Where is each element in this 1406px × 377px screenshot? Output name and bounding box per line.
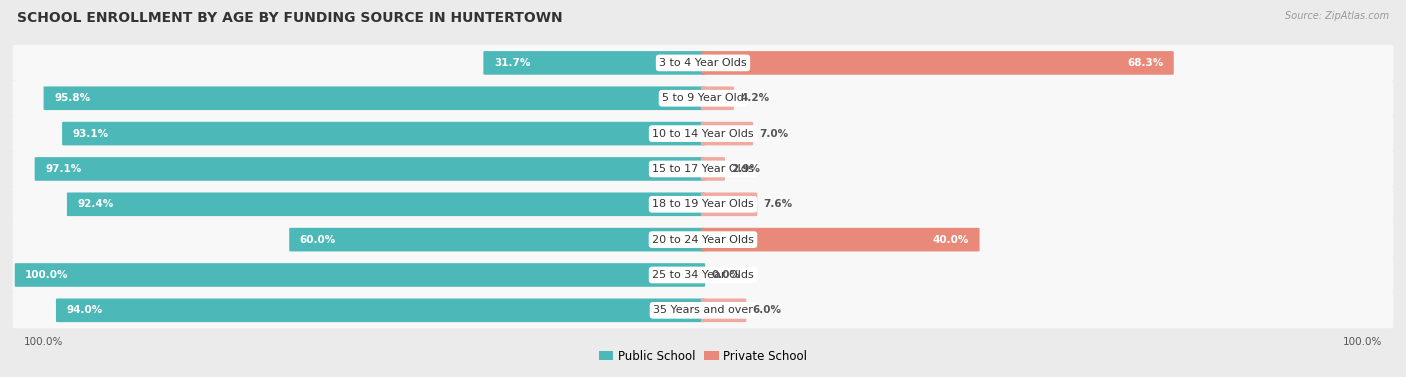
FancyBboxPatch shape bbox=[484, 51, 706, 75]
Text: 4.2%: 4.2% bbox=[740, 93, 769, 103]
FancyBboxPatch shape bbox=[13, 222, 1393, 258]
FancyBboxPatch shape bbox=[13, 115, 1393, 152]
Text: 25 to 34 Year Olds: 25 to 34 Year Olds bbox=[652, 270, 754, 280]
Text: 6.0%: 6.0% bbox=[752, 305, 782, 315]
Text: 97.1%: 97.1% bbox=[45, 164, 82, 174]
Text: 92.4%: 92.4% bbox=[77, 199, 114, 209]
FancyBboxPatch shape bbox=[700, 122, 754, 146]
Text: 7.6%: 7.6% bbox=[763, 199, 793, 209]
FancyBboxPatch shape bbox=[700, 228, 980, 251]
Legend: Public School, Private School: Public School, Private School bbox=[593, 345, 813, 367]
Text: 100.0%: 100.0% bbox=[25, 270, 69, 280]
FancyBboxPatch shape bbox=[13, 292, 1393, 328]
FancyBboxPatch shape bbox=[44, 86, 706, 110]
FancyBboxPatch shape bbox=[700, 157, 725, 181]
Text: 60.0%: 60.0% bbox=[299, 234, 336, 245]
Text: 93.1%: 93.1% bbox=[73, 129, 108, 139]
Text: 5 to 9 Year Old: 5 to 9 Year Old bbox=[662, 93, 744, 103]
FancyBboxPatch shape bbox=[15, 263, 706, 287]
Text: 100.0%: 100.0% bbox=[24, 337, 63, 348]
FancyBboxPatch shape bbox=[700, 51, 1174, 75]
FancyBboxPatch shape bbox=[700, 193, 758, 216]
FancyBboxPatch shape bbox=[290, 228, 706, 251]
Text: 3 to 4 Year Olds: 3 to 4 Year Olds bbox=[659, 58, 747, 68]
Text: SCHOOL ENROLLMENT BY AGE BY FUNDING SOURCE IN HUNTERTOWN: SCHOOL ENROLLMENT BY AGE BY FUNDING SOUR… bbox=[17, 11, 562, 25]
Text: 35 Years and over: 35 Years and over bbox=[652, 305, 754, 315]
Text: 2.9%: 2.9% bbox=[731, 164, 761, 174]
FancyBboxPatch shape bbox=[62, 122, 706, 146]
FancyBboxPatch shape bbox=[67, 193, 706, 216]
Text: 68.3%: 68.3% bbox=[1128, 58, 1163, 68]
FancyBboxPatch shape bbox=[700, 299, 747, 322]
Text: 100.0%: 100.0% bbox=[1343, 337, 1382, 348]
Text: 20 to 24 Year Olds: 20 to 24 Year Olds bbox=[652, 234, 754, 245]
FancyBboxPatch shape bbox=[13, 45, 1393, 81]
FancyBboxPatch shape bbox=[13, 80, 1393, 116]
FancyBboxPatch shape bbox=[13, 151, 1393, 187]
Text: 15 to 17 Year Olds: 15 to 17 Year Olds bbox=[652, 164, 754, 174]
Text: 95.8%: 95.8% bbox=[53, 93, 90, 103]
FancyBboxPatch shape bbox=[700, 86, 734, 110]
Text: 10 to 14 Year Olds: 10 to 14 Year Olds bbox=[652, 129, 754, 139]
Text: 94.0%: 94.0% bbox=[66, 305, 103, 315]
Text: Source: ZipAtlas.com: Source: ZipAtlas.com bbox=[1285, 11, 1389, 21]
FancyBboxPatch shape bbox=[35, 157, 706, 181]
Text: 40.0%: 40.0% bbox=[932, 234, 969, 245]
Text: 0.0%: 0.0% bbox=[711, 270, 741, 280]
Text: 7.0%: 7.0% bbox=[759, 129, 789, 139]
Text: 18 to 19 Year Olds: 18 to 19 Year Olds bbox=[652, 199, 754, 209]
Text: 31.7%: 31.7% bbox=[494, 58, 530, 68]
FancyBboxPatch shape bbox=[13, 257, 1393, 293]
FancyBboxPatch shape bbox=[56, 299, 706, 322]
FancyBboxPatch shape bbox=[13, 186, 1393, 222]
